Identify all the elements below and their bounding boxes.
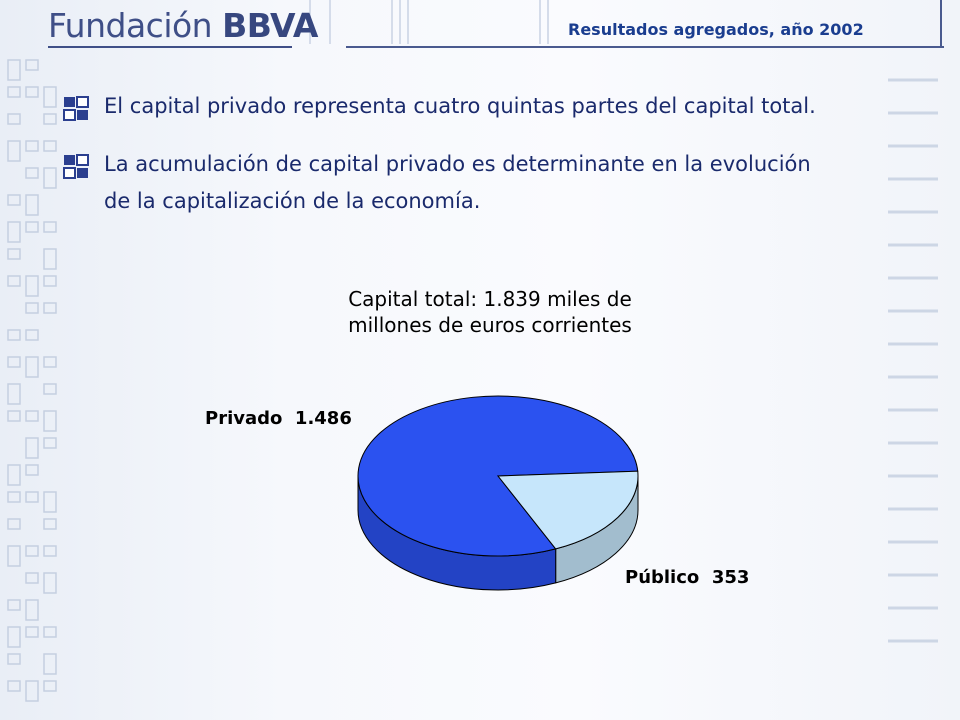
bullet-point-1: El capital privado representa cuatro qui… (104, 88, 816, 125)
chart-title: Capital total: 1.839 miles de millones d… (290, 286, 690, 338)
header-divider-horizontal (346, 46, 944, 48)
pie-label-privado: Privado 1.486 (205, 408, 352, 429)
header-divider-vertical (940, 0, 942, 46)
pie-label-publico-value: 353 (711, 567, 750, 588)
pie-label-publico-name: Público (625, 567, 700, 588)
bullet-point-2: La acumulación de capital privado es det… (104, 146, 811, 220)
bullet-icon (63, 154, 89, 179)
logo-text: Fundación (48, 6, 213, 45)
pie-label-privado-value: 1.486 (294, 408, 352, 429)
pie-label-publico: Público 353 (625, 567, 749, 588)
pie-slice-publico (496, 470, 639, 550)
pie-chart (357, 395, 639, 591)
bullet-2-text-line-1: La acumulación de capital privado es det… (104, 152, 811, 176)
logo-brand: BBVA (222, 6, 318, 45)
page-title: Resultados agregados, año 2002 (568, 20, 864, 39)
pie-label-privado-name: Privado (205, 408, 283, 429)
bullet-1-text: El capital privado representa cuatro qui… (104, 94, 816, 118)
fundacion-bbva-logo: Fundación BBVA (48, 6, 318, 45)
chart-title-line-2: millones de euros corrientes (348, 313, 632, 337)
bullet-icon (63, 96, 89, 121)
bullet-2-text-line-2: de la capitalización de la economía. (104, 189, 481, 213)
logo-underline (48, 46, 292, 48)
chart-title-line-1: Capital total: 1.839 miles de (348, 287, 632, 311)
